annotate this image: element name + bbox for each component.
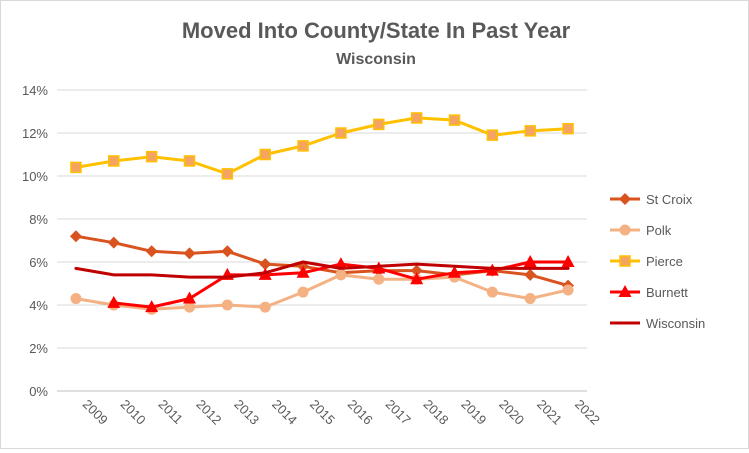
y-tick-label: 0% (29, 384, 48, 399)
legend-marker (619, 255, 631, 267)
data-point-polk (70, 293, 82, 305)
y-tick-label: 4% (29, 298, 48, 313)
data-point-pierce (70, 161, 82, 174)
series-line-pierce (74, 116, 570, 176)
data-point-pierce (562, 122, 574, 135)
data-point-st-croix (259, 258, 272, 271)
data-point-st-croix (145, 245, 158, 258)
data-point-pierce (448, 114, 461, 126)
series-line-wisconsin (74, 260, 570, 279)
data-point-pierce (486, 129, 499, 141)
y-axis-ticks: 0% 2% 4% 6% 8% 10% 12% 14% (22, 83, 48, 399)
series-line-polk (74, 273, 570, 311)
x-tick-label: 2018 (421, 397, 452, 428)
legend-label: St Croix (646, 192, 693, 207)
data-point-burnett (523, 255, 537, 267)
data-point-st-croix (69, 230, 82, 243)
x-tick-label: 2009 (80, 397, 111, 428)
x-tick-label: 2013 (231, 397, 262, 428)
legend-label: Burnett (646, 285, 688, 300)
legend-entry-st-croix: St Croix (610, 192, 693, 207)
data-point-pierce (221, 168, 234, 180)
data-point-burnett (410, 272, 424, 285)
series-line-st-croix (74, 234, 570, 288)
legend-label: Pierce (646, 254, 683, 269)
data-point-polk (562, 284, 574, 296)
legend-marker (619, 224, 631, 236)
data-point-st-croix (410, 264, 423, 277)
legend-entry-polk: Polk (610, 223, 672, 238)
data-point-polk (184, 301, 195, 313)
data-point-burnett (561, 255, 575, 267)
data-point-pierce (259, 148, 271, 161)
x-tick-label: 2011 (156, 397, 186, 427)
data-point-pierce (524, 125, 536, 137)
data-point-polk (335, 269, 347, 281)
data-point-polk (524, 293, 536, 305)
data-point-pierce (410, 112, 423, 124)
data-point-pierce (297, 140, 309, 152)
y-tick-label: 12% (22, 126, 48, 141)
data-point-burnett (145, 300, 159, 313)
y-tick-label: 8% (29, 212, 48, 227)
x-tick-label: 2022 (572, 397, 603, 428)
gridlines (57, 89, 587, 392)
data-point-st-croix (524, 268, 537, 281)
x-tick-label: 2021 (534, 397, 565, 428)
data-point-burnett (183, 291, 196, 304)
data-point-burnett (334, 257, 348, 270)
x-tick-label: 2020 (496, 397, 527, 428)
x-tick-label: 2014 (269, 397, 300, 428)
y-tick-label: 6% (29, 255, 48, 270)
x-tick-label: 2017 (383, 397, 414, 428)
x-tick-label: 2019 (458, 397, 489, 428)
x-axis-ticks: 2009 2010 2011 2012 2013 2014 2015 2016 2017 2018… (80, 397, 603, 428)
legend-marker (618, 285, 632, 297)
y-tick-label: 2% (29, 341, 48, 356)
data-point-polk (486, 286, 498, 298)
data-point-burnett (448, 265, 461, 278)
chart-title: Moved Into County/State In Past Year (182, 18, 571, 43)
y-tick-label: 14% (22, 83, 48, 98)
x-tick-label: 2015 (307, 397, 338, 428)
data-point-pierce (183, 155, 196, 167)
x-tick-label: 2010 (118, 397, 149, 428)
data-point-polk (297, 286, 309, 298)
data-point-pierce (335, 127, 347, 139)
data-point-st-croix (183, 247, 196, 260)
x-tick-label: 2012 (193, 397, 224, 428)
y-tick-label: 10% (22, 169, 48, 184)
data-point-pierce (145, 150, 158, 163)
data-point-burnett (296, 265, 310, 278)
data-point-polk (221, 299, 233, 311)
x-tick-label: 2016 (345, 397, 376, 428)
legend-label: Wisconsin (646, 316, 705, 331)
data-point-st-croix (221, 245, 234, 258)
data-point-pierce (108, 155, 120, 167)
chart-subtitle: Wisconsin (336, 51, 416, 68)
data-point-st-croix (107, 236, 120, 249)
data-point-polk (373, 273, 385, 285)
legend-marker (619, 193, 631, 205)
legend-entry-wisconsin: Wisconsin (610, 316, 705, 331)
series-lines (69, 112, 575, 315)
legend-entry-pierce: Pierce (610, 254, 683, 269)
data-point-pierce (373, 118, 385, 131)
legend: St Croix Polk Pierce Burnett Wisconsin (610, 192, 705, 331)
legend-label: Polk (646, 223, 672, 238)
legend-entry-burnett: Burnett (610, 285, 688, 300)
data-point-burnett (107, 295, 121, 308)
series-burnett (107, 255, 575, 313)
series-wisconsin (74, 260, 570, 279)
data-point-polk (259, 301, 271, 313)
series-pierce (70, 112, 574, 180)
